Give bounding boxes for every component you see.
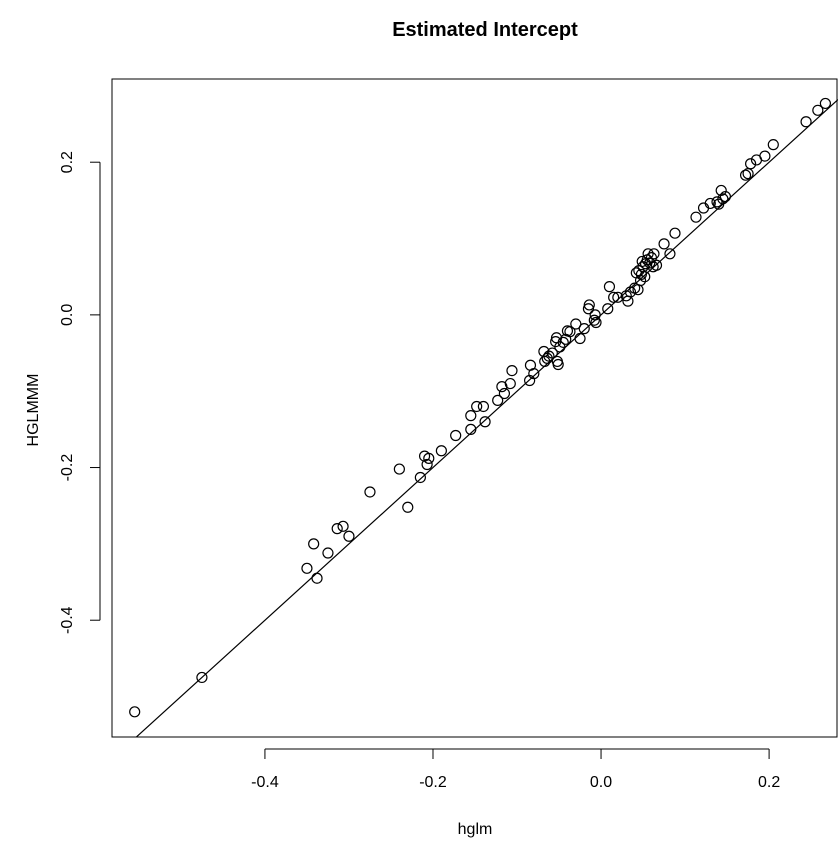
plot-frame	[111, 78, 838, 738]
data-point	[364, 486, 376, 498]
data-point	[423, 452, 435, 464]
data-point	[331, 523, 343, 535]
data-point	[620, 290, 632, 302]
data-point	[393, 463, 405, 475]
data-point	[664, 248, 676, 260]
data-point	[590, 316, 602, 329]
data-point	[311, 572, 323, 584]
x-tick-label: -0.2	[419, 774, 447, 791]
y-tick-label: -0.4	[59, 606, 76, 634]
data-point	[767, 139, 779, 151]
data-point	[624, 286, 637, 298]
data-point	[479, 416, 491, 428]
x-axis: -0.4 -0.2 0.0 0.2	[251, 748, 780, 791]
data-point	[715, 184, 727, 197]
data-point	[498, 387, 511, 400]
data-point	[669, 227, 681, 239]
data-point	[552, 358, 564, 371]
data-point	[589, 309, 601, 321]
data-point	[570, 318, 582, 330]
x-axis-label: hglm	[458, 821, 493, 838]
data-point	[465, 410, 477, 422]
data-point	[578, 323, 590, 335]
points-group	[129, 97, 831, 718]
y-tick-label: 0.0	[59, 304, 76, 326]
data-point	[704, 197, 716, 210]
y-tick-label: 0.2	[59, 151, 76, 173]
data-point	[719, 190, 732, 203]
data-point	[492, 394, 504, 406]
data-point	[477, 400, 490, 413]
data-point	[717, 193, 729, 205]
data-point	[583, 299, 595, 311]
data-point	[465, 423, 477, 435]
data-point	[745, 158, 757, 170]
data-point	[574, 332, 586, 345]
data-point	[450, 429, 462, 442]
data-point	[644, 257, 656, 269]
data-point	[435, 445, 447, 457]
data-point	[196, 671, 208, 684]
data-point	[634, 274, 647, 287]
data-point	[636, 255, 648, 268]
data-point	[129, 706, 141, 718]
data-point	[308, 538, 320, 550]
y-tick-label: -0.2	[59, 454, 76, 482]
data-point	[711, 196, 723, 208]
data-point	[635, 268, 647, 281]
data-point	[504, 377, 516, 390]
x-tick-label: 0.0	[590, 774, 612, 791]
data-point	[564, 326, 576, 338]
data-point	[402, 501, 414, 513]
data-point	[343, 530, 355, 542]
x-tick-label: 0.2	[758, 774, 780, 791]
data-point	[337, 520, 349, 532]
data-point	[603, 281, 616, 293]
data-point	[812, 104, 824, 116]
data-point	[800, 116, 812, 128]
data-point	[650, 259, 663, 271]
data-point	[322, 547, 334, 559]
chart-title: Estimated Intercept	[392, 19, 578, 41]
data-point	[648, 248, 660, 260]
data-point	[528, 368, 540, 380]
data-point	[301, 562, 313, 574]
data-point	[759, 150, 771, 162]
data-point	[471, 400, 483, 413]
data-point	[506, 364, 518, 377]
data-point	[658, 238, 670, 250]
data-point	[414, 471, 426, 484]
reference-line-group	[135, 99, 838, 737]
data-point	[602, 303, 614, 315]
data-point	[612, 291, 624, 303]
data-point	[690, 211, 702, 223]
data-point	[639, 271, 651, 283]
data-point	[557, 336, 569, 348]
reference-line	[135, 99, 838, 737]
data-point	[588, 314, 600, 326]
data-point	[543, 350, 555, 362]
data-point	[608, 291, 620, 303]
data-point	[739, 169, 752, 181]
data-point	[582, 303, 595, 315]
plot-area	[111, 78, 838, 738]
y-axis-label: HGLMMM	[25, 374, 42, 447]
y-axis: -0.4 -0.2 0.0 0.2	[59, 151, 101, 634]
x-tick-label: -0.4	[251, 774, 279, 791]
data-point	[421, 458, 433, 471]
data-point	[546, 347, 558, 359]
data-point	[819, 97, 831, 110]
